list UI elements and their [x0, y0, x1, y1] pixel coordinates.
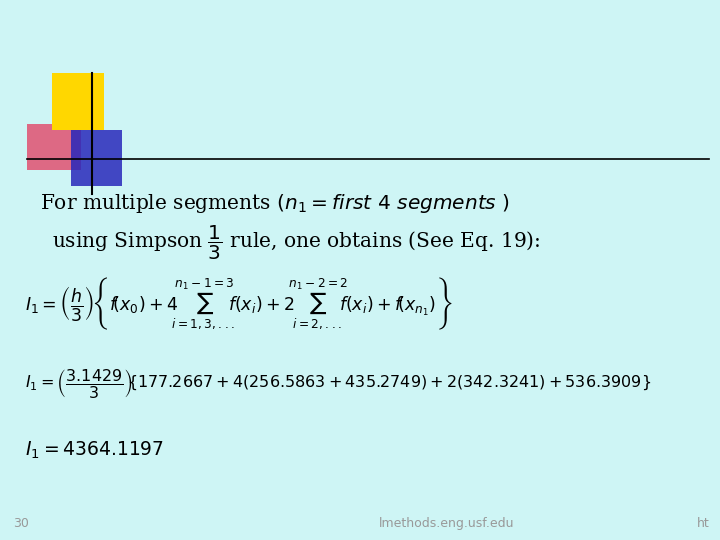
- Text: $I_1 = \left(\dfrac{h}{3}\right)\!\left\{f\!\left(x_0\right) + 4\!\!\sum_{\subst: $I_1 = \left(\dfrac{h}{3}\right)\!\left\…: [25, 275, 453, 332]
- Text: For multiple segments $(n_1 = \mathit{first\ 4\ segments}\ )$: For multiple segments $(n_1 = \mathit{fi…: [40, 192, 510, 215]
- Text: 30: 30: [13, 517, 29, 530]
- Text: using Simpson $\dfrac{1}{3}$ rule, one obtains (See Eq. 19):: using Simpson $\dfrac{1}{3}$ rule, one o…: [52, 224, 540, 262]
- Bar: [52, 73, 104, 130]
- Text: $I_1 = \left(\dfrac{3.1429}{3}\right)\!\!\left\{177.2667 + 4(256.5863 + 435.2749: $I_1 = \left(\dfrac{3.1429}{3}\right)\!\…: [25, 367, 652, 400]
- Text: ht: ht: [696, 517, 709, 530]
- Text: lmethods.eng.usf.edu: lmethods.eng.usf.edu: [379, 517, 514, 530]
- Bar: [27, 124, 81, 170]
- Bar: [71, 130, 122, 186]
- Text: $I_1 = 4364.1197$: $I_1 = 4364.1197$: [25, 440, 164, 461]
